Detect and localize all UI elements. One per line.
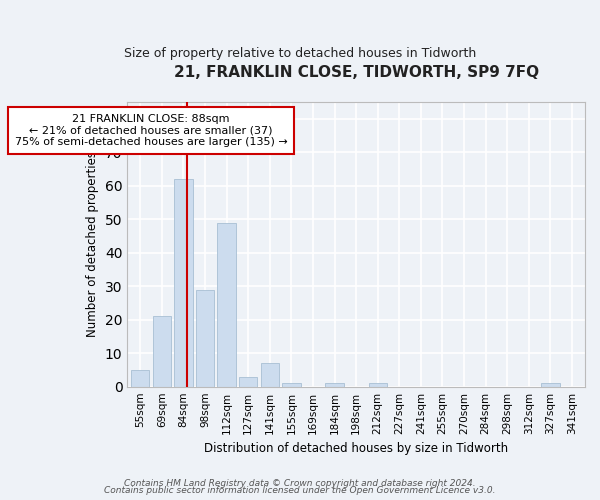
Bar <box>174 179 193 386</box>
Bar <box>260 363 279 386</box>
X-axis label: Distribution of detached houses by size in Tidworth: Distribution of detached houses by size … <box>204 442 508 455</box>
Bar <box>368 384 387 386</box>
Y-axis label: Number of detached properties: Number of detached properties <box>86 152 99 338</box>
Text: Contains public sector information licensed under the Open Government Licence v3: Contains public sector information licen… <box>104 486 496 495</box>
Bar <box>282 384 301 386</box>
Bar <box>131 370 149 386</box>
Bar <box>217 222 236 386</box>
Title: 21, FRANKLIN CLOSE, TIDWORTH, SP9 7FQ: 21, FRANKLIN CLOSE, TIDWORTH, SP9 7FQ <box>173 65 539 80</box>
Bar <box>196 290 214 386</box>
Text: 21 FRANKLIN CLOSE: 88sqm
← 21% of detached houses are smaller (37)
75% of semi-d: 21 FRANKLIN CLOSE: 88sqm ← 21% of detach… <box>14 114 287 147</box>
Bar <box>325 384 344 386</box>
Text: Size of property relative to detached houses in Tidworth: Size of property relative to detached ho… <box>124 48 476 60</box>
Text: Contains HM Land Registry data © Crown copyright and database right 2024.: Contains HM Land Registry data © Crown c… <box>124 478 476 488</box>
Bar <box>541 384 560 386</box>
Bar <box>239 376 257 386</box>
Bar <box>152 316 171 386</box>
